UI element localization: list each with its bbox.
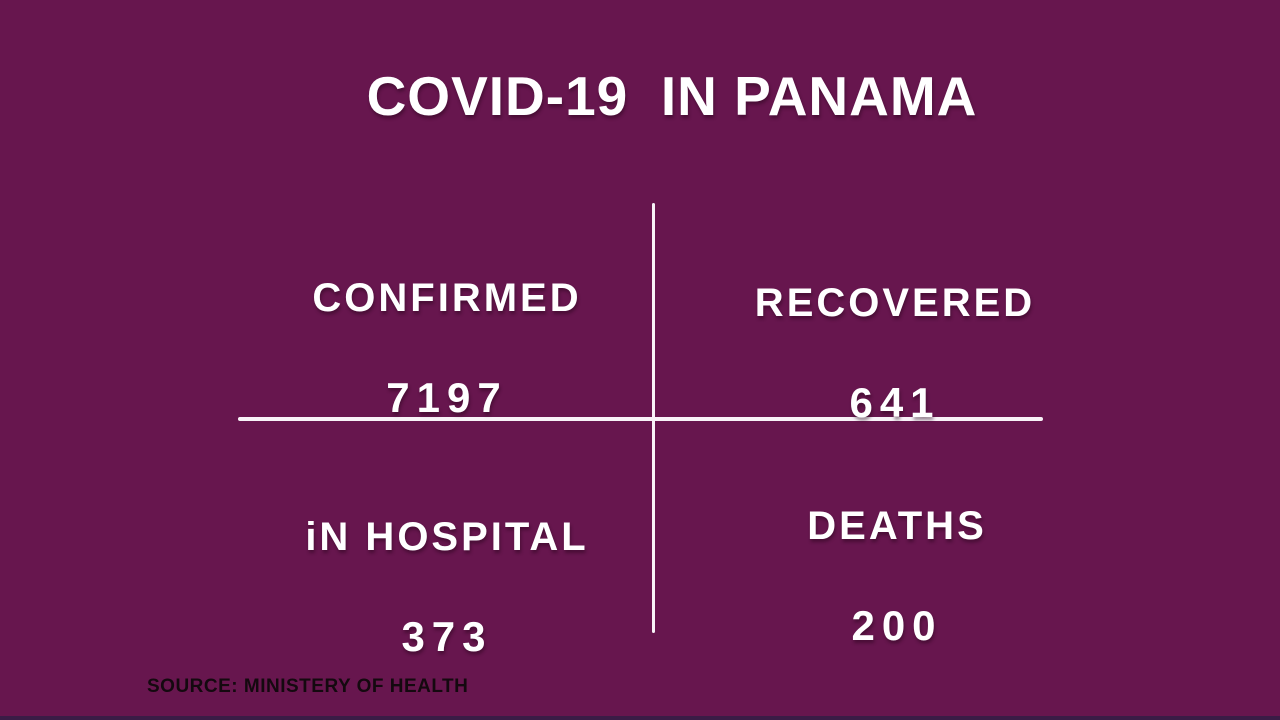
stat-deaths: DEATHS 200 xyxy=(807,468,986,684)
confirmed-value: 7197 xyxy=(386,374,508,421)
in-hospital-label: iN HOSPITAL xyxy=(305,515,589,559)
page-title: COVID-19 IN PANAMA xyxy=(366,65,978,127)
stat-recovered: RECOVERED 641 xyxy=(755,245,1035,461)
deaths-label: DEATHS xyxy=(807,504,987,548)
source-note: SOURCE: MINISTERY OF HEALTH xyxy=(147,676,469,697)
in-hospital-value: 373 xyxy=(401,613,493,660)
stat-in-hospital: iN HOSPITAL 373 xyxy=(305,479,588,695)
bottom-edge-strip xyxy=(0,716,1280,720)
confirmed-label: CONFIRMED xyxy=(312,276,582,320)
recovered-value: 641 xyxy=(849,379,941,426)
deaths-value: 200 xyxy=(851,602,943,649)
horizontal-divider-line xyxy=(238,417,1043,421)
stat-confirmed: CONFIRMED 7197 xyxy=(312,240,581,456)
recovered-label: RECOVERED xyxy=(754,281,1036,325)
